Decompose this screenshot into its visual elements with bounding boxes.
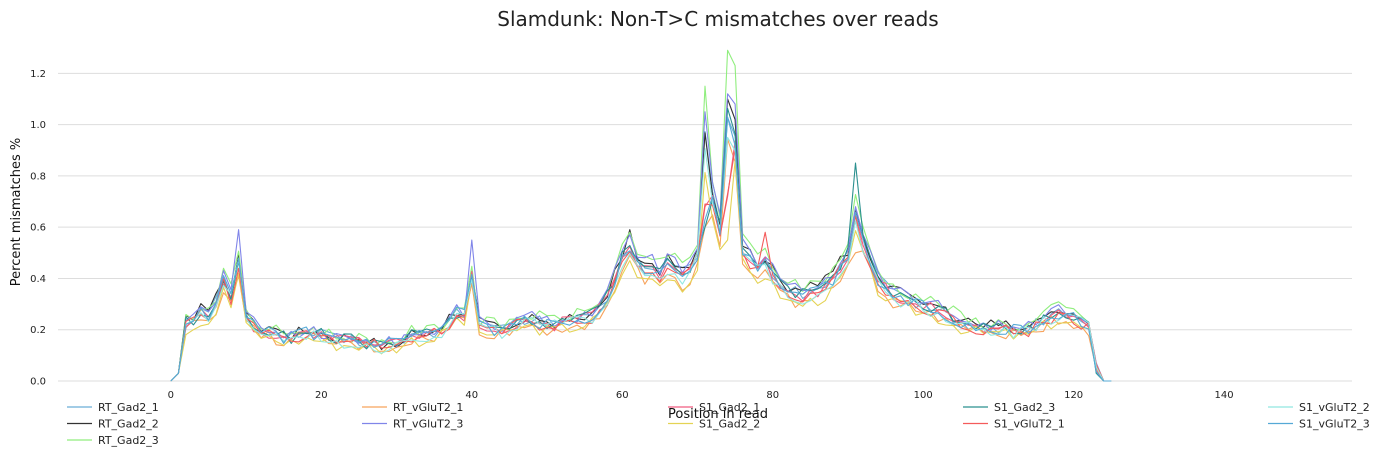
legend-label: S1_vGluT2_3	[1299, 418, 1370, 431]
x-tick-label: 40	[465, 390, 478, 401]
legend-label: S1_Gad2_1	[699, 401, 760, 414]
legend-label: S1_Gad2_3	[994, 401, 1055, 414]
legend-item-S1_vGluT2_2[interactable]: S1_vGluT2_2	[1268, 401, 1370, 414]
legend-item-RT_Gad2_2[interactable]: RT_Gad2_2	[67, 418, 159, 431]
x-tick-label: 20	[315, 390, 328, 401]
legend-item-RT_vGluT2_1[interactable]: RT_vGluT2_1	[362, 401, 463, 414]
series-line-RT_Gad2_2	[170, 98, 1112, 382]
legend-item-RT_vGluT2_3[interactable]: RT_vGluT2_3	[362, 418, 463, 431]
legend-item-S1_Gad2_3[interactable]: S1_Gad2_3	[963, 401, 1055, 414]
series-line-RT_Gad2_1	[170, 117, 1112, 382]
y-axis-label: Percent mismatches %	[9, 138, 24, 286]
series-line-RT_vGluT2_3	[170, 93, 1112, 382]
x-tick-labels: 0 20 40 60 80 100 120 140	[168, 390, 1234, 401]
legend-item-S1_vGluT2_3[interactable]: S1_vGluT2_3	[1268, 418, 1370, 431]
legend-label: S1_Gad2_2	[699, 418, 760, 431]
legend-item-S1_Gad2_2[interactable]: S1_Gad2_2	[668, 418, 760, 431]
series-lines	[170, 49, 1112, 382]
legend-label: RT_Gad2_3	[98, 434, 159, 447]
legend-item-S1_Gad2_1[interactable]: S1_Gad2_1	[668, 401, 760, 414]
y-tick-label: 1.2	[30, 69, 46, 80]
y-tick-label: 1.0	[30, 120, 46, 131]
x-tick-label: 140	[1215, 390, 1234, 401]
y-tick-label: 0.0	[30, 377, 46, 388]
legend-label: RT_vGluT2_1	[393, 401, 463, 414]
y-tick-label: 0.4	[30, 274, 46, 285]
x-tick-label: 80	[766, 390, 779, 401]
chart-title: Slamdunk: Non-T>C mismatches over reads	[497, 7, 938, 31]
x-tick-label: 0	[168, 390, 174, 401]
y-tick-label: 0.8	[30, 171, 46, 182]
x-tick-label: 100	[914, 390, 933, 401]
legend-label: S1_vGluT2_2	[1299, 401, 1370, 414]
y-tick-labels: 0.0 0.2 0.4 0.6 0.8 1.0 1.2	[30, 69, 46, 388]
series-line-S1_vGluT2_3	[170, 116, 1112, 382]
x-tick-label: 120	[1064, 390, 1083, 401]
legend-label: RT_Gad2_1	[98, 401, 159, 414]
series-line-S1_vGluT2_1	[170, 148, 1112, 382]
series-line-S1_vGluT2_2	[170, 136, 1112, 382]
legend-item-RT_Gad2_3[interactable]: RT_Gad2_3	[67, 434, 159, 447]
legend[interactable]: RT_Gad2_1 RT_Gad2_2 RT_Gad2_3 RT_vGluT2_1 RT…	[67, 401, 1370, 447]
y-tick-label: 0.6	[30, 223, 46, 234]
legend-label: RT_Gad2_2	[98, 418, 159, 431]
legend-label: RT_vGluT2_3	[393, 418, 463, 431]
x-tick-label: 60	[616, 390, 629, 401]
legend-item-S1_vGluT2_1[interactable]: S1_vGluT2_1	[963, 418, 1065, 431]
series-line-RT_Gad2_3	[170, 49, 1112, 382]
series-line-S1_Gad2_3	[170, 107, 1112, 382]
x-axis-label: Position in read	[668, 407, 768, 422]
legend-item-RT_Gad2_1[interactable]: RT_Gad2_1	[67, 401, 159, 414]
y-tick-label: 0.2	[30, 325, 46, 336]
legend-label: S1_vGluT2_1	[994, 418, 1065, 431]
